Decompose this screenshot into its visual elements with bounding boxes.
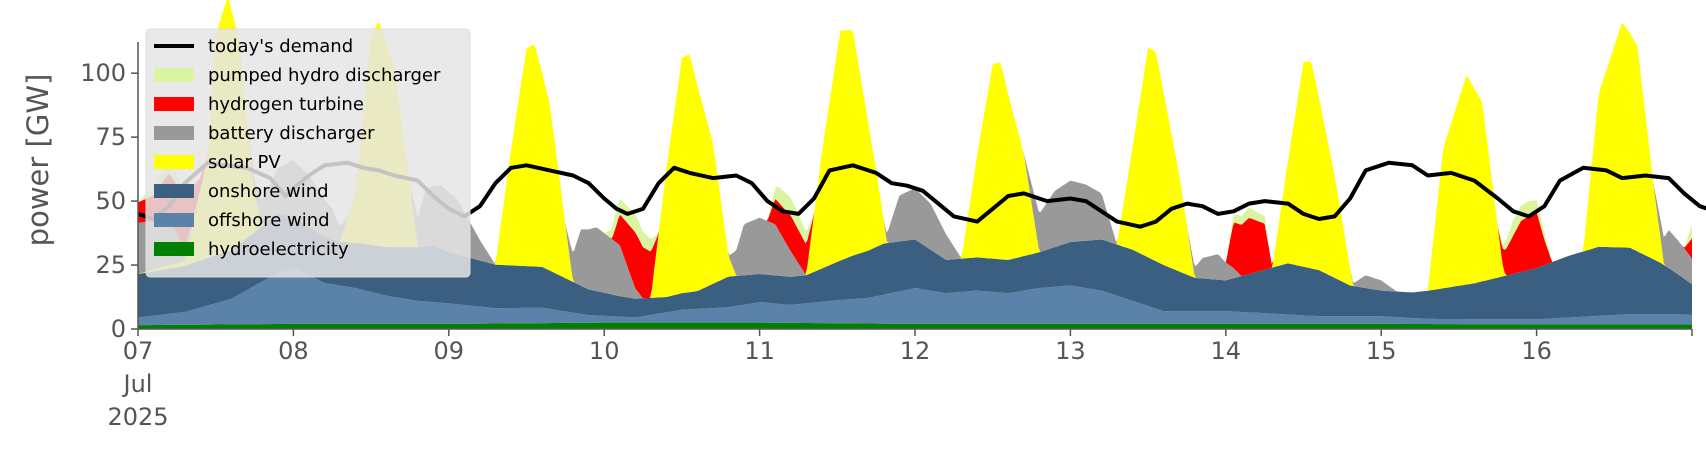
x-tick-label: 12: [900, 337, 931, 365]
x-tick-label: 13: [1055, 337, 1086, 365]
x-tick-label: 08: [278, 337, 309, 365]
x-tick-label: 09: [434, 337, 465, 365]
area-battery-discharger: [138, 0, 1692, 299]
x-tick-label: 15: [1366, 337, 1397, 365]
legend-label-hydroelectricity: hydroelectricity: [208, 239, 349, 260]
legend-label-battery-discharger: battery discharger: [208, 123, 375, 144]
legend-swatch-battery-discharger: [154, 126, 194, 140]
y-tick-label: 25: [95, 251, 126, 279]
x-tick-label: 07: [123, 337, 154, 365]
legend-swatch-pumped-hydro-discharger: [154, 68, 194, 82]
y-tick-label: 0: [111, 315, 126, 343]
legend-swatch-solar-pv: [154, 155, 194, 169]
legend-swatch-hydroelectricity: [154, 242, 194, 256]
area-onshore-wind: [138, 214, 1692, 320]
legend-swatch-onshore-wind: [154, 184, 194, 198]
legend: today's demand pumped hydro discharger hyd…: [145, 28, 471, 278]
x-tick-label: 11: [744, 337, 775, 365]
y-tick-label: 100: [80, 59, 126, 87]
area-layer: [138, 0, 1692, 329]
axes: 0 25 50 75 100 07 Jul 2025 08 09 10 11 12 13 14 15 16: [80, 42, 1693, 431]
legend-swatch-offshore-wind: [154, 213, 194, 227]
legend-label-today-s-demand: today's demand: [208, 36, 353, 57]
legend-label-onshore-wind: onshore wind: [208, 181, 329, 202]
y-tick-label: 75: [95, 123, 126, 151]
x-tick-label: Jul: [122, 370, 153, 398]
x-tick-label: 10: [589, 337, 620, 365]
x-tick-label: 14: [1211, 337, 1242, 365]
legend-swatch-hydrogen-turbine: [154, 97, 194, 111]
x-tick-label: 2025: [107, 403, 168, 431]
y-tick-label: 50: [95, 187, 126, 215]
y-axis-title: power [GW]: [21, 74, 55, 247]
area-hydroelectricity: [138, 322, 1692, 329]
legend-box: [145, 28, 471, 278]
area-offshore-wind: [138, 267, 1692, 326]
legend-label-pumped-hydro-discharger: pumped hydro discharger: [208, 65, 441, 86]
legend-label-hydrogen-turbine: hydrogen turbine: [208, 94, 364, 115]
x-tick-label: 16: [1521, 337, 1552, 365]
area-solar-pv: [138, 0, 1692, 299]
legend-label-offshore-wind: offshore wind: [208, 210, 330, 231]
legend-label-solar-pv: solar PV: [208, 152, 281, 173]
